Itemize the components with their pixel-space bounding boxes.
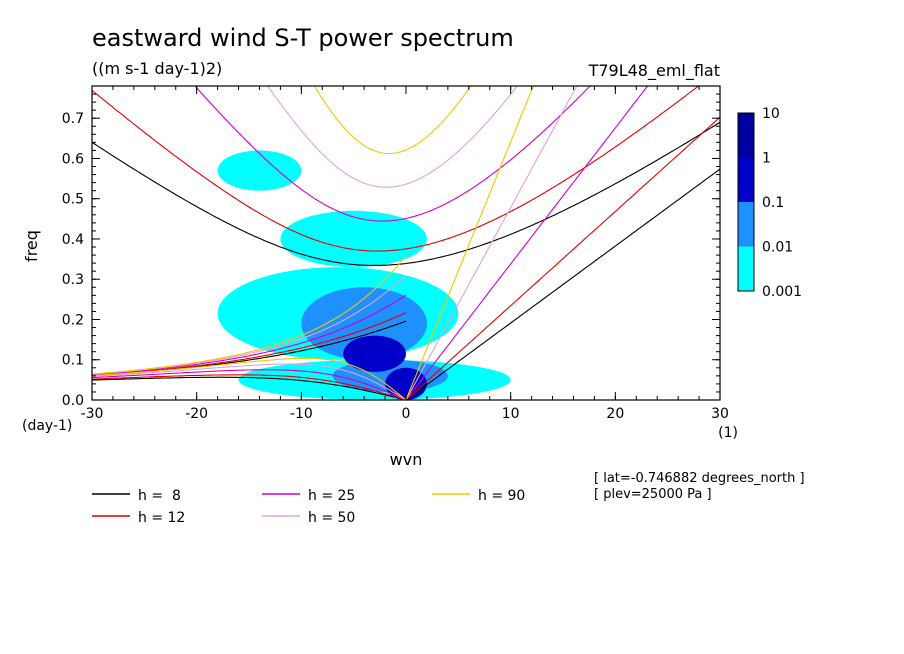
y-tick-label: 0.4 bbox=[62, 232, 84, 248]
x-tick-label: 0 bbox=[402, 406, 411, 422]
y-tick-label: 0.0 bbox=[62, 393, 84, 409]
y-tick-label: 0.5 bbox=[62, 192, 84, 208]
chart-title: eastward wind S-T power spectrum bbox=[92, 24, 514, 52]
legend-label-h90: h = 90 bbox=[478, 488, 525, 504]
dispersion-curves bbox=[92, 86, 720, 400]
colorbar: 0.001 0.01 0.1 1 10 bbox=[737, 106, 802, 300]
x-axis-unit: (1) bbox=[718, 425, 738, 441]
rossby-curve-h8 bbox=[92, 376, 407, 400]
colorbar-label: 0.01 bbox=[762, 240, 793, 256]
y-tick-label: 0.6 bbox=[62, 151, 84, 167]
ig-curve-h50 bbox=[267, 86, 518, 188]
kelvin-curve-h25 bbox=[405, 86, 649, 400]
colorbar-swatch bbox=[738, 157, 754, 202]
y-tick-label: 0.3 bbox=[62, 272, 84, 288]
colorbar-swatch bbox=[738, 246, 754, 291]
kelvin-curve-h8 bbox=[405, 168, 720, 400]
dispersion-legend: h = 8 h = 12 h = 25 h = 50 h = 90 bbox=[92, 488, 525, 526]
power-region-3 bbox=[217, 150, 302, 191]
rossby-curve-h12 bbox=[92, 374, 407, 400]
pressure-info: [ plev=25000 Pa ] bbox=[594, 487, 712, 502]
y-tick-label: 0.7 bbox=[62, 111, 84, 127]
kelvin-curve-h90 bbox=[405, 86, 534, 400]
rossby-curve-h25 bbox=[92, 369, 407, 400]
colorbar-frame bbox=[737, 112, 755, 292]
x-tick-label: -10 bbox=[290, 406, 313, 422]
kelvin-curve-h12 bbox=[405, 116, 720, 400]
colorbar-swatch bbox=[738, 202, 754, 247]
legend-label-h50: h = 50 bbox=[308, 510, 355, 526]
x-tick-label: -20 bbox=[185, 406, 208, 422]
colorbar-swatch bbox=[738, 113, 754, 158]
x-axis-label: wvn bbox=[390, 450, 423, 469]
rossby-curve-h90 bbox=[92, 357, 407, 400]
mrg-curve-h25 bbox=[92, 294, 407, 376]
colorbar-label: 0.1 bbox=[762, 195, 784, 211]
x-tick-label: 20 bbox=[606, 406, 624, 422]
colorbar-label: 1 bbox=[762, 151, 771, 167]
legend-label-h25: h = 25 bbox=[308, 488, 355, 504]
colorbar-label: 10 bbox=[762, 106, 780, 122]
axis-ticks: -30 -20 -10 0 10 20 30 0.0 0.1 0.2 0.3 0.4 0.5 0.6 0.7 bbox=[62, 86, 729, 422]
x-tick-label: -30 bbox=[81, 406, 104, 422]
ig-curve-h90 bbox=[313, 86, 472, 155]
rossby-curve-h50 bbox=[92, 363, 407, 400]
latitude-info: [ lat=-0.746882 degrees_north ] bbox=[594, 471, 805, 486]
power-region-1 bbox=[280, 210, 427, 268]
mrg-curve-h90 bbox=[92, 255, 407, 375]
y-axis-unit: (day-1) bbox=[22, 418, 72, 434]
legend-label-h8: h = 8 bbox=[138, 488, 181, 504]
ig-curve-h12 bbox=[92, 86, 700, 252]
mrg-curve-h12 bbox=[92, 312, 407, 376]
x-tick-label: 10 bbox=[502, 406, 520, 422]
power-region-6 bbox=[343, 335, 406, 372]
power-contours bbox=[217, 150, 511, 400]
x-tick-label: 30 bbox=[711, 406, 729, 422]
model-label: T79L48_eml_flat bbox=[588, 61, 720, 81]
colorbar-label: 0.001 bbox=[762, 284, 802, 300]
kelvin-curve-h50 bbox=[405, 86, 578, 400]
y-axis-label: freq bbox=[22, 230, 41, 262]
y-tick-label: 0.2 bbox=[62, 312, 84, 328]
chart-units: ((m s-1 day-1)2) bbox=[92, 59, 222, 78]
y-tick-label: 0.1 bbox=[62, 353, 84, 369]
legend-label-h12: h = 12 bbox=[138, 510, 185, 526]
ig-curve-h8 bbox=[92, 121, 720, 266]
